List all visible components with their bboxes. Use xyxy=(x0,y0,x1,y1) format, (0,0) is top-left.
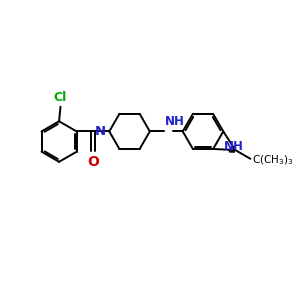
Text: O: O xyxy=(87,155,99,169)
Text: Cl: Cl xyxy=(54,92,67,104)
Text: NH: NH xyxy=(165,115,185,128)
Text: C(CH$_3$)$_3$: C(CH$_3$)$_3$ xyxy=(252,153,293,167)
Text: N: N xyxy=(94,125,106,138)
Text: NH: NH xyxy=(224,140,244,153)
